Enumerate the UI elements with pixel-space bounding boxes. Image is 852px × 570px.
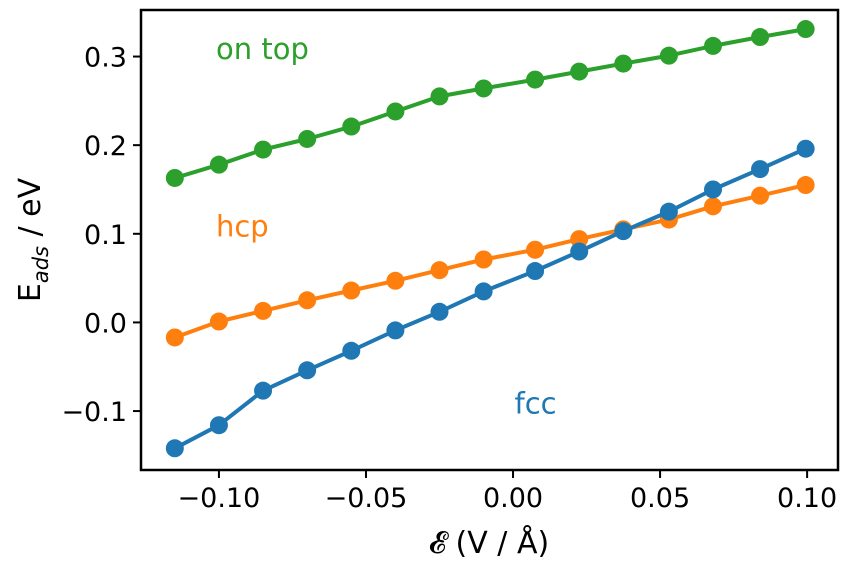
y-axis-title-subscript: ads xyxy=(29,246,53,283)
data-point-on-top xyxy=(430,87,449,106)
data-point-fcc xyxy=(474,282,493,301)
y-axis-title: Eads / eV xyxy=(13,177,53,302)
data-point-hcp xyxy=(209,312,228,331)
series-layer xyxy=(165,20,815,458)
data-point-hcp xyxy=(751,186,770,205)
data-point-fcc xyxy=(704,180,723,199)
data-point-hcp xyxy=(342,281,361,300)
data-point-on-top xyxy=(526,70,545,89)
data-point-fcc xyxy=(342,341,361,360)
data-point-hcp xyxy=(526,240,545,259)
data-point-hcp xyxy=(704,197,723,216)
data-point-on-top xyxy=(659,46,678,65)
data-point-on-top xyxy=(570,62,589,81)
data-point-hcp xyxy=(254,301,273,320)
data-point-on-top xyxy=(796,20,815,39)
y-axis-title-unit: / eV xyxy=(13,177,48,246)
data-point-fcc xyxy=(796,139,815,158)
data-point-hcp xyxy=(796,176,815,195)
data-point-fcc xyxy=(298,361,317,380)
y-axis-title-main: E xyxy=(13,283,48,302)
x-tick-label: 0.00 xyxy=(483,483,543,514)
x-tick-label: −0.05 xyxy=(325,483,408,514)
data-point-on-top xyxy=(386,102,405,121)
x-tick-label: 0.10 xyxy=(777,483,837,514)
y-tick-label: 0.1 xyxy=(84,220,127,251)
annotation-fcc: fcc xyxy=(514,387,556,421)
data-point-on-top xyxy=(165,168,184,187)
data-point-on-top xyxy=(342,117,361,136)
x-tick-label: 0.05 xyxy=(630,483,690,514)
data-point-fcc xyxy=(614,222,633,241)
y-axis: −0.1 0.0 0.1 0.2 0.3 xyxy=(61,43,141,428)
annotation-on-top: on top xyxy=(216,32,309,66)
y-tick-label: 0.3 xyxy=(84,43,127,74)
data-point-fcc xyxy=(254,381,273,400)
data-point-fcc xyxy=(570,242,589,261)
plot-frame xyxy=(139,8,840,472)
data-point-hcp xyxy=(386,271,405,290)
data-point-on-top xyxy=(209,155,228,174)
data-point-on-top xyxy=(298,129,317,148)
annotation-hcp: hcp xyxy=(216,209,269,243)
y-tick-label: 0.0 xyxy=(84,308,127,339)
data-point-fcc xyxy=(526,262,545,281)
data-point-hcp xyxy=(474,250,493,269)
series-on-top xyxy=(165,20,815,187)
data-point-hcp xyxy=(570,230,589,249)
data-point-hcp xyxy=(165,328,184,347)
y-tick-label: −0.1 xyxy=(61,397,127,428)
x-axis: −0.10 −0.05 0.00 0.05 0.10 xyxy=(178,470,837,514)
data-point-on-top xyxy=(254,140,273,159)
data-point-fcc xyxy=(430,302,449,321)
series-fcc xyxy=(165,139,815,458)
x-tick-label: −0.10 xyxy=(178,483,261,514)
data-point-on-top xyxy=(704,36,723,55)
data-point-fcc xyxy=(209,416,228,435)
data-point-hcp xyxy=(430,261,449,280)
data-point-fcc xyxy=(386,321,405,340)
y-tick-label: 0.2 xyxy=(84,131,127,162)
data-point-fcc xyxy=(659,202,678,221)
data-point-hcp xyxy=(298,291,317,310)
data-point-fcc xyxy=(751,160,770,179)
data-point-fcc xyxy=(165,439,184,458)
annotation-layer: on top hcp fcc xyxy=(216,32,557,421)
data-point-on-top xyxy=(751,28,770,47)
x-axis-title: 𝓔 (V / Å) xyxy=(429,525,549,561)
data-point-on-top xyxy=(474,79,493,98)
data-point-on-top xyxy=(614,54,633,73)
